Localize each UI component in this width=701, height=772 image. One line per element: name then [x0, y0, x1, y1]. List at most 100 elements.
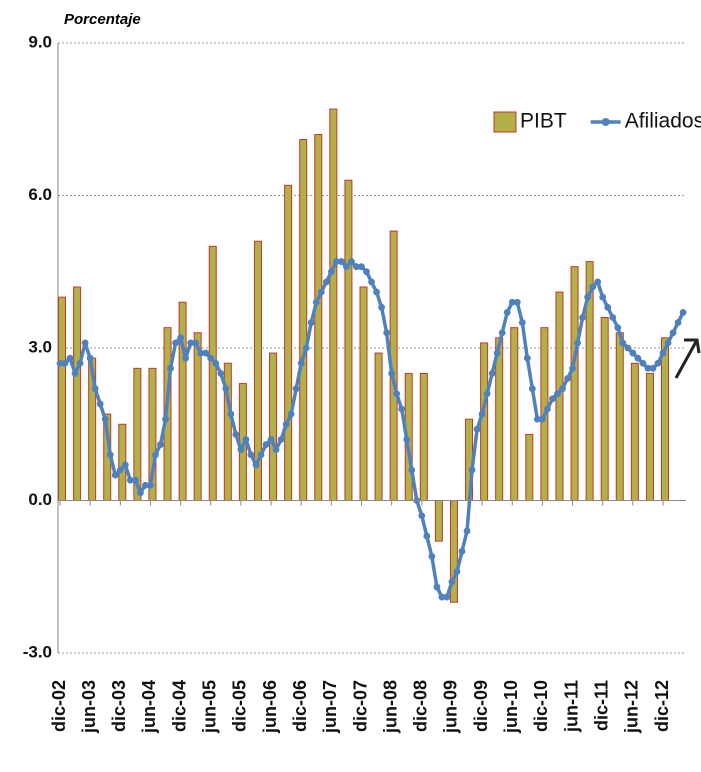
marker [282, 420, 290, 428]
x-tick-label: dic-05 [230, 680, 250, 732]
bar [510, 327, 519, 501]
marker [177, 334, 185, 342]
marker [96, 400, 104, 408]
bar [480, 342, 489, 501]
marker [237, 446, 245, 454]
marker [157, 441, 164, 448]
marker [217, 370, 225, 377]
arrow [674, 338, 701, 379]
marker [202, 349, 210, 357]
x-tick-label: jun-09 [441, 680, 461, 734]
marker [463, 527, 471, 535]
marker [272, 446, 280, 454]
x-tick-label: dic-11 [591, 680, 611, 731]
marker [518, 319, 526, 326]
marker [111, 471, 119, 479]
marker [438, 593, 446, 601]
x-tick-label: jun-04 [139, 680, 159, 734]
marker [317, 288, 325, 296]
marker [167, 364, 174, 372]
x-tick-label: dic-04 [169, 680, 189, 732]
bar [615, 332, 624, 501]
marker [614, 324, 622, 332]
marker [448, 578, 456, 586]
marker [277, 436, 285, 443]
marker [398, 405, 406, 413]
marker [564, 375, 571, 382]
x-tick-label: jun-11 [561, 680, 581, 733]
marker [297, 359, 305, 367]
marker [513, 298, 521, 306]
marker [483, 390, 491, 398]
bar [661, 337, 669, 502]
marker [368, 278, 375, 286]
marker [609, 314, 617, 321]
arrow-shaft [674, 339, 699, 379]
marker [624, 344, 632, 352]
x-tick-label: dic-06 [290, 680, 310, 732]
marker [106, 451, 114, 459]
legend-label: PIBT [520, 110, 567, 133]
marker [644, 364, 652, 372]
marker [197, 349, 205, 357]
x-tick-label: dic-02 [49, 680, 69, 732]
marker [71, 370, 79, 377]
marker [634, 354, 642, 362]
marker [131, 476, 139, 484]
marker [619, 339, 627, 347]
marker [533, 415, 541, 423]
marker [539, 415, 546, 423]
marker [152, 451, 159, 459]
marker [182, 354, 190, 362]
marker [468, 466, 476, 474]
marker [649, 364, 657, 372]
marker [86, 354, 94, 362]
x-tick-label: dic-07 [350, 680, 370, 732]
bar [374, 352, 383, 502]
x-tick-label: jun-10 [501, 680, 521, 734]
marker [488, 370, 496, 377]
marker [453, 568, 461, 576]
marker [126, 476, 134, 484]
marker [523, 354, 531, 362]
marker [212, 359, 220, 367]
marker [498, 329, 506, 337]
x-tick-label: jun-08 [380, 680, 400, 734]
marker [639, 359, 647, 367]
marker [554, 390, 561, 398]
marker [378, 303, 385, 311]
y-axis-label: Porcentaje [64, 11, 141, 28]
marker [383, 329, 391, 337]
marker [56, 359, 64, 367]
bar [193, 332, 202, 501]
marker [343, 263, 350, 271]
marker [81, 339, 89, 347]
bar [269, 352, 278, 502]
bar [314, 134, 323, 501]
marker [252, 461, 260, 469]
marker [61, 359, 69, 367]
marker [544, 405, 551, 413]
bar [645, 372, 654, 501]
y-tick-label: 6.0 [28, 185, 52, 204]
bar [525, 433, 534, 501]
marker [388, 370, 396, 377]
marker [458, 547, 466, 555]
marker [579, 314, 586, 321]
marker [403, 436, 411, 443]
marker [528, 385, 536, 393]
marker [302, 344, 310, 352]
bar [58, 296, 66, 501]
y-tick-label: 9.0 [28, 32, 52, 51]
marker [664, 339, 672, 347]
marker [559, 385, 566, 393]
marker [307, 319, 315, 326]
marker [443, 593, 451, 601]
marker [503, 309, 511, 316]
marker [493, 349, 501, 357]
bar [344, 179, 353, 501]
bar [329, 108, 338, 501]
bar [630, 362, 639, 501]
marker [267, 436, 275, 443]
